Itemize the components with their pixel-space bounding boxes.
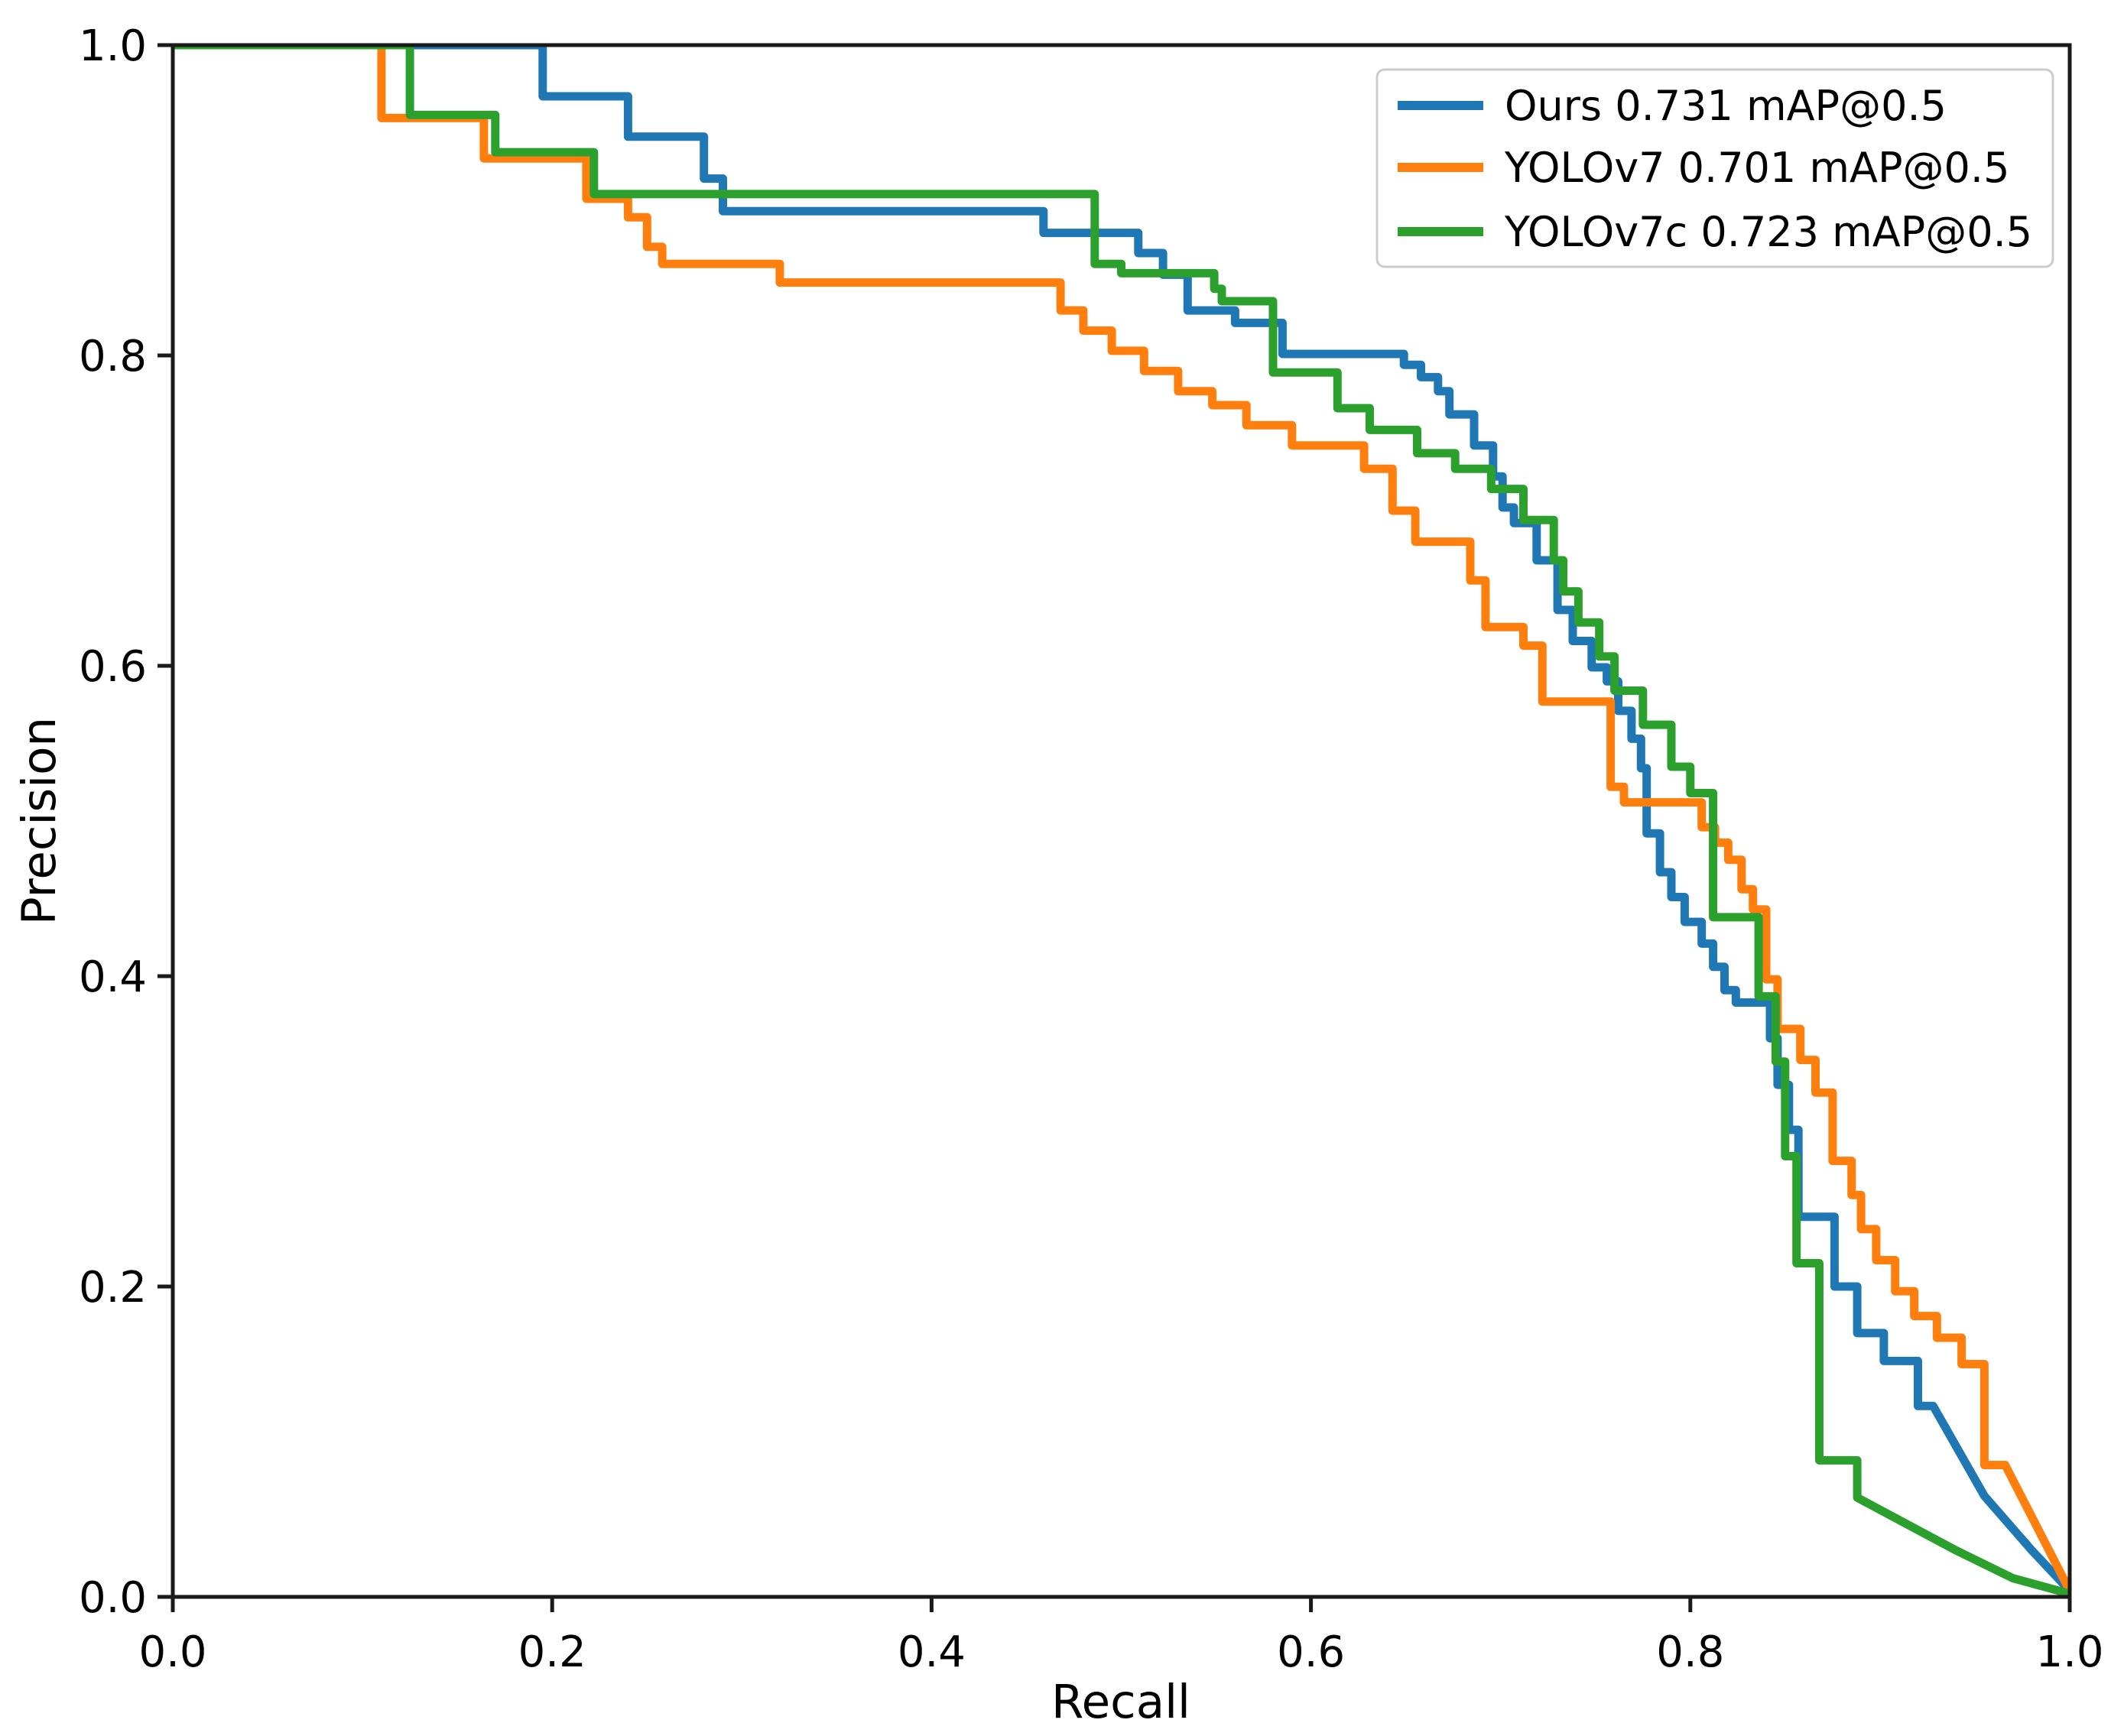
y-tick-label: 1.0 [79, 21, 147, 71]
y-tick-label: 0.2 [79, 1263, 147, 1313]
legend-box [1375, 68, 2054, 268]
x-tick-label: 0.4 [898, 1627, 966, 1677]
y-tick-label: 0.6 [79, 642, 147, 692]
legend-label-2: YOLOv7c 0.723 mAP@0.5 [1504, 208, 2032, 256]
x-tick-label: 1.0 [2035, 1627, 2103, 1677]
curve-series-group [173, 45, 2070, 1597]
x-tick-label: 0.2 [518, 1627, 586, 1677]
axes-spines [171, 43, 2072, 1599]
legend-rows: Ours 0.731 mAP@0.5 YOLOv7 0.701 mAP@0.5 YO… [1398, 82, 2032, 256]
legend-label-1: YOLOv7 0.701 mAP@0.5 [1504, 144, 2009, 192]
plot-area [173, 45, 2070, 1597]
x-axis-label: Recall [1051, 1675, 1190, 1729]
y-tick-label: 0.8 [79, 332, 147, 381]
x-tick-label: 0.0 [138, 1627, 206, 1677]
x-tick-label: 0.8 [1656, 1627, 1724, 1677]
legend: Ours 0.731 mAP@0.5 YOLOv7 0.701 mAP@0.5 YO… [1375, 68, 2054, 268]
x-axis-ticks: 0.0 0.2 0.4 0.6 0.8 1.0 [138, 1597, 2104, 1677]
y-axis-ticks: 0.0 0.2 0.4 0.6 0.8 1.0 [79, 21, 173, 1623]
x-tick-label: 0.6 [1277, 1627, 1345, 1677]
y-tick-label: 0.4 [79, 952, 147, 1002]
y-axis-label: Precision [12, 717, 67, 925]
curve-series-2 [173, 45, 2070, 1597]
y-tick-label: 0.0 [79, 1573, 147, 1623]
legend-label-0: Ours 0.731 mAP@0.5 [1505, 82, 1947, 130]
curve-series-1 [173, 45, 2070, 1593]
